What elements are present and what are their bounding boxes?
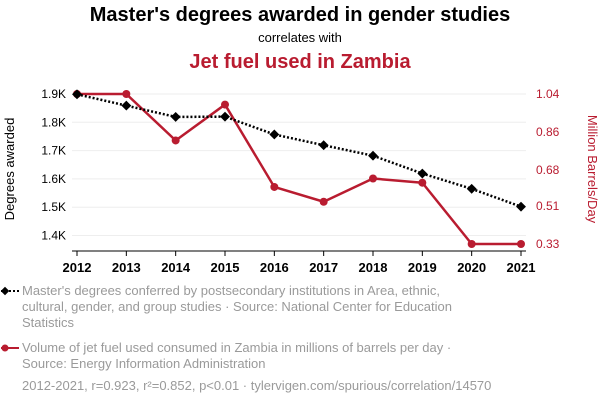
legend-marker-jet-fuel [1, 344, 19, 352]
x-tick-label: 2012 [63, 260, 92, 275]
series-jet-fuel-line [77, 92, 521, 246]
legend-series-1: Master's degrees conferred by postsecond… [0, 283, 600, 331]
y-tick-label-left: 1.7K [41, 144, 66, 158]
x-tick-label: 2016 [260, 260, 289, 275]
y-tick-label-left: 1.4K [41, 229, 66, 243]
legend-text-degrees-line-2: cultural, gender, and group studies · So… [22, 299, 452, 314]
legend-text-jet-fuel-line-1: Volume of jet fuel used consumed in Zamb… [22, 340, 452, 355]
y-tick-label-right: 1.04 [536, 87, 560, 101]
y-tick-label-right: 0.68 [536, 163, 560, 177]
y-tick-label-left: 1.5K [41, 200, 66, 214]
jet-fuel-point [270, 182, 279, 191]
legend-text-degrees-line-3: Statistics [22, 315, 75, 330]
legend-series-2: Volume of jet fuel used consumed in Zamb… [0, 340, 600, 372]
legend-marker-degrees [0, 286, 19, 296]
degrees-point [170, 111, 181, 122]
degrees-point [269, 129, 280, 140]
y-axis-label-left: Degrees awarded [2, 118, 17, 221]
y-tick-label-right: 0.33 [536, 237, 560, 251]
y-tick-label-left: 1.8K [41, 115, 66, 129]
degrees-point [220, 111, 230, 122]
jet-fuel-point [171, 136, 180, 145]
y-tick-label-left: 1.6K [41, 172, 66, 186]
chart-subtitle: correlates with [258, 30, 342, 45]
jet-fuel-point [319, 197, 328, 206]
jet-fuel-point [369, 174, 377, 183]
degrees-point [121, 100, 132, 111]
degrees-point [417, 168, 428, 179]
series-degrees-line [76, 93, 522, 208]
y-tick-label-right: 0.51 [536, 199, 560, 213]
chart: Master's degrees awarded in gender studi… [2, 4, 600, 275]
y-tick-label-left: 1.9K [41, 87, 66, 101]
footer-stats: 2012-2021, r=0.923, r²=0.852, p<0.01 · t… [22, 378, 492, 393]
x-tick-label: 2013 [112, 260, 141, 275]
jet-fuel-point [221, 100, 229, 109]
jet-fuel-point [517, 240, 525, 248]
jet-fuel-point [122, 90, 131, 98]
chart-title: Master's degrees awarded in gender studi… [90, 4, 510, 26]
chart-title-2: Jet fuel used in Zambia [189, 51, 411, 73]
x-tick-label: 2021 [507, 260, 536, 275]
x-tick-label: 2014 [161, 260, 191, 275]
degrees-point [516, 201, 526, 212]
legend-text-degrees-line-1: Master's degrees conferred by postsecond… [22, 283, 440, 298]
legend-text-jet-fuel-line-2: Source: Energy Information Administratio… [22, 356, 266, 371]
jet-fuel-point [467, 240, 476, 248]
y-axis-label-right: Million Barrels/Day [585, 115, 600, 224]
x-tick-label: 2015 [211, 260, 240, 275]
x-tick-label: 2018 [359, 260, 388, 275]
degrees-point [466, 183, 477, 194]
y-tick-label-right: 0.86 [536, 125, 560, 139]
jet-fuel-point [418, 178, 427, 187]
x-tick-label: 2017 [309, 260, 338, 275]
x-tick-label: 2019 [408, 260, 437, 275]
degrees-point [72, 89, 82, 100]
x-tick-label: 2020 [457, 260, 486, 275]
degrees-point [368, 150, 378, 161]
degrees-point [318, 140, 329, 151]
